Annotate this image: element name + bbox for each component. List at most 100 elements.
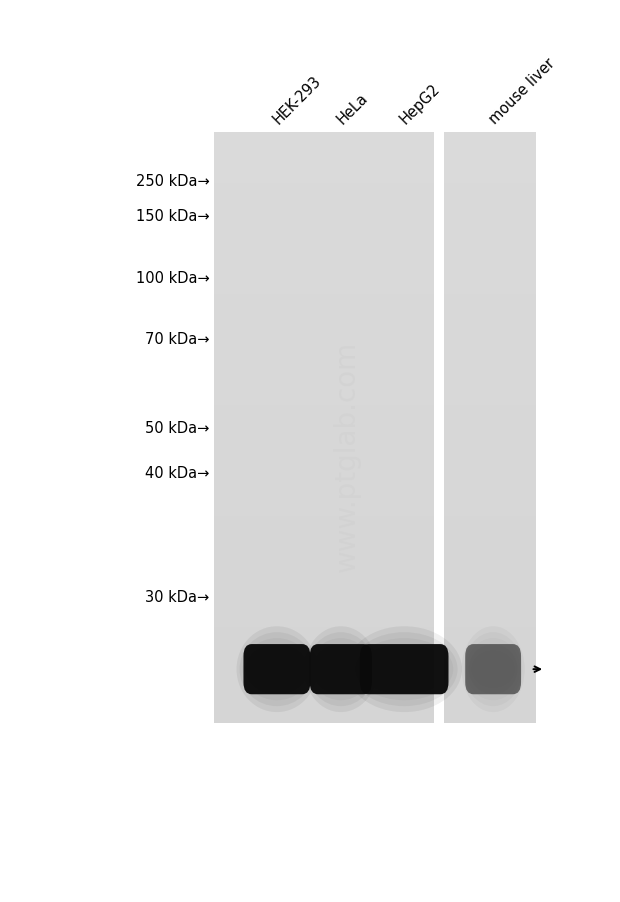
Bar (444, 575, 536, 583)
Bar (215, 147, 434, 154)
Bar (444, 664, 536, 671)
Bar (444, 516, 536, 524)
Bar (444, 620, 536, 627)
Bar (215, 428, 434, 435)
Bar (444, 198, 536, 207)
Bar (215, 413, 434, 420)
Bar (215, 332, 434, 339)
Bar (444, 413, 536, 420)
Bar (215, 435, 434, 443)
Bar (444, 583, 536, 590)
Bar (444, 221, 536, 228)
Bar (215, 214, 434, 221)
Bar (444, 369, 536, 376)
Bar (215, 620, 434, 627)
Bar (444, 590, 536, 597)
Bar (215, 553, 434, 560)
Text: 70 kDa→: 70 kDa→ (145, 331, 210, 346)
Bar (444, 147, 536, 154)
Bar (444, 457, 536, 465)
Bar (444, 272, 536, 281)
Bar (444, 694, 536, 701)
Bar (215, 244, 434, 251)
Bar (215, 221, 434, 228)
FancyBboxPatch shape (465, 644, 521, 695)
Bar (444, 405, 536, 413)
Bar (444, 708, 536, 715)
Bar (215, 361, 434, 369)
Bar (444, 604, 536, 612)
Bar (215, 272, 434, 281)
Bar (215, 516, 434, 524)
Bar (444, 450, 536, 457)
Bar (215, 280, 434, 288)
Bar (444, 162, 536, 170)
Bar (215, 641, 434, 649)
Bar (215, 664, 434, 671)
Bar (444, 235, 536, 244)
Bar (444, 354, 536, 362)
Bar (215, 184, 434, 191)
Bar (215, 251, 434, 258)
Bar (444, 494, 536, 502)
Bar (215, 612, 434, 620)
Bar (215, 391, 434, 398)
Bar (444, 678, 536, 686)
Bar (215, 649, 434, 657)
FancyBboxPatch shape (244, 644, 311, 695)
Bar (215, 133, 434, 140)
Bar (444, 288, 536, 295)
Bar (215, 288, 434, 295)
Bar (215, 686, 434, 694)
Bar (215, 701, 434, 708)
Bar (444, 309, 536, 317)
Bar (215, 671, 434, 678)
Bar (444, 657, 536, 664)
Ellipse shape (347, 627, 462, 713)
Bar (444, 531, 536, 538)
Bar (215, 678, 434, 686)
Bar (444, 244, 536, 251)
Text: HEK-293: HEK-293 (270, 73, 324, 127)
Text: 250 kDa→: 250 kDa→ (136, 174, 210, 189)
Bar (215, 494, 434, 502)
Bar (444, 154, 536, 162)
Bar (215, 531, 434, 538)
Bar (444, 634, 536, 641)
Bar (444, 317, 536, 325)
Bar (215, 509, 434, 516)
Text: mouse liver: mouse liver (486, 56, 558, 127)
Bar (215, 207, 434, 214)
Bar (444, 597, 536, 605)
FancyBboxPatch shape (360, 644, 448, 695)
Bar (444, 339, 536, 346)
Bar (444, 207, 536, 214)
Bar (444, 649, 536, 657)
Bar (444, 376, 536, 383)
Bar (444, 509, 536, 516)
Bar (215, 235, 434, 244)
Bar (444, 641, 536, 649)
Bar (215, 465, 434, 472)
Bar (215, 258, 434, 265)
Bar (444, 258, 536, 265)
Text: HeLa: HeLa (334, 90, 371, 127)
Bar (444, 191, 536, 199)
Ellipse shape (304, 627, 378, 713)
Bar (444, 133, 536, 140)
Text: 50 kDa→: 50 kDa→ (145, 420, 210, 436)
Bar (215, 560, 434, 568)
Text: HepG2: HepG2 (397, 81, 443, 127)
Bar (444, 553, 536, 560)
Bar (444, 346, 536, 354)
Bar (215, 694, 434, 701)
Bar (444, 228, 536, 235)
Bar (215, 265, 434, 272)
Bar (444, 479, 536, 487)
Bar (444, 715, 536, 723)
Bar (215, 339, 434, 346)
Bar (444, 442, 536, 450)
Bar (215, 177, 434, 184)
Bar (444, 612, 536, 620)
FancyBboxPatch shape (310, 644, 372, 695)
